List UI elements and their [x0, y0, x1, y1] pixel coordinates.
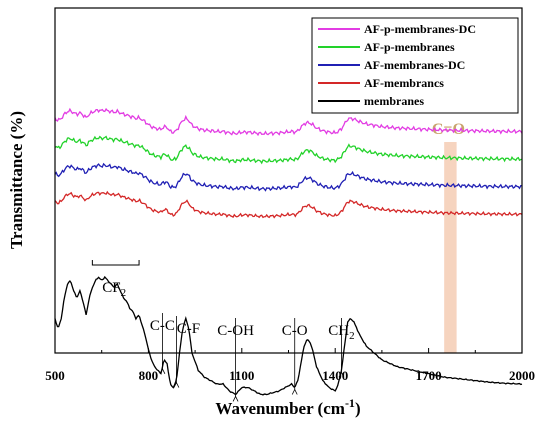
- series-line-membranes: [54, 275, 523, 396]
- series-line-af-p-membranes: [54, 135, 523, 165]
- annotation-arrow: [159, 367, 166, 374]
- legend-entry: AF-membrancs: [364, 76, 444, 90]
- legend-entry: AF-membranes-DC: [364, 58, 465, 72]
- annotation-arrow: [338, 371, 345, 378]
- legend: AF-p-membranes-DC AF-p-membranes AF-membra…: [311, 17, 519, 114]
- series-layer: [54, 107, 523, 396]
- band-label-ch: CH2: [328, 323, 354, 342]
- x-tick-label: 1700: [416, 368, 442, 383]
- highlight-label: C=O: [432, 121, 465, 138]
- series-line-af-membranes-dc: [54, 162, 522, 192]
- highlight-band: [444, 142, 457, 353]
- x-axis-title-end: ): [355, 399, 361, 418]
- legend-entry: AF-p-membranes: [364, 40, 455, 54]
- band-label-c-o: C-O: [282, 323, 308, 339]
- annotation-arrow: [232, 395, 239, 402]
- x-axis-title-sup: -1: [345, 396, 355, 410]
- annotation-arrow: [291, 388, 298, 395]
- legend-entry: AF-p-membranes-DC: [364, 22, 476, 36]
- annotation-arrow: [173, 381, 180, 388]
- series-line-af-p-membranes-dc: [54, 107, 523, 137]
- x-tick-label: 500: [45, 368, 65, 383]
- x-tick-label: 2000: [509, 368, 535, 383]
- y-axis-title: Transmittance (%): [7, 111, 26, 249]
- band-label-cf: CF2: [102, 280, 126, 299]
- band-label-c-oh: C-OH: [217, 323, 254, 339]
- series-line-af-membrancs: [54, 190, 523, 219]
- band-label-c-f: C-F: [177, 321, 200, 337]
- x-tick-label: 800: [139, 368, 159, 383]
- x-axis-title-main: Wavenumber (cm: [215, 399, 345, 418]
- band-label-c-c: C-C: [150, 318, 175, 334]
- legend-entry: membranes: [364, 94, 424, 108]
- x-tick-label: 1400: [322, 368, 348, 383]
- x-axis: 500 800 1100 1400 1700 2000: [45, 348, 535, 383]
- band-annotations: CF2 C-C C-F C-OH C-O CH2: [91, 260, 355, 402]
- x-tick-label: 1100: [229, 368, 254, 383]
- x-axis-title: Wavenumber (cm-1): [215, 396, 360, 418]
- cf2-bracket: [91, 260, 140, 266]
